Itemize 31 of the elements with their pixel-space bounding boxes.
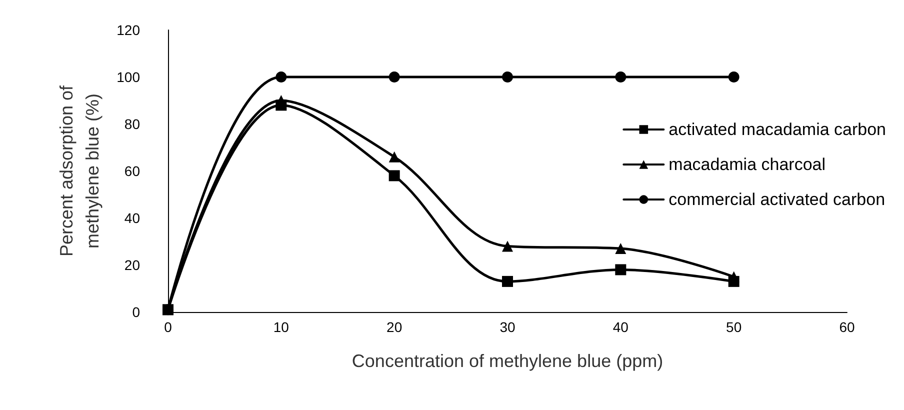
x-tick-label: 30 [500,319,516,335]
point [388,72,400,82]
x-axis-title: Concentration of methylene blue (ppm) [352,351,664,371]
y-tick-label: 120 [116,22,140,38]
point [388,151,400,162]
x-tick-label: 20 [386,319,402,335]
point [615,72,626,82]
point [615,243,626,254]
point [728,72,740,82]
y-tick-label: 0 [132,304,140,320]
x-tick-label: 10 [273,319,290,335]
point [388,170,400,182]
y-tick-label: 40 [124,210,140,226]
legend-label: macadamia charcoal [668,155,826,174]
point [502,276,513,287]
point [615,264,626,276]
y-tick-label: 100 [116,69,140,85]
y-axis-title: Percent adsorption of methylene blue (%) [56,84,103,257]
x-tick-label: 50 [726,319,742,335]
y-tick-label: 80 [124,116,140,132]
x-tick-label: 60 [839,319,855,335]
x-tick-label: 40 [612,319,629,335]
y-tick-label: 20 [124,257,140,273]
legend-label: commercial activated carbon [668,190,886,209]
point [276,72,287,82]
point [502,72,513,82]
point [728,271,740,282]
x-tick-label: 0 [164,319,172,335]
point [502,240,513,252]
legend-label: activated macadamia carbon [668,120,886,139]
y-tick-label: 60 [124,163,140,179]
